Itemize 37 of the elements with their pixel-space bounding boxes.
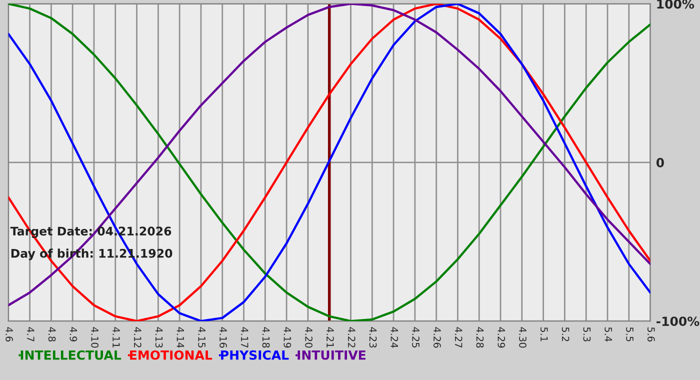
x-tick-label: 5.4	[604, 327, 612, 342]
x-tick-label: 5.5	[626, 327, 634, 342]
x-tick-label: 4.10	[91, 327, 99, 348]
x-tick-label: 5.3	[583, 327, 591, 342]
x-tick-label: 4.7	[27, 327, 34, 342]
x-tick-label: 4.6	[6, 327, 13, 342]
x-tick-label: 4.21	[326, 327, 334, 348]
x-tick-label: 4.30	[519, 327, 526, 348]
x-tick-label: 5.2	[562, 327, 570, 342]
x-tick-label: 4.27	[455, 327, 462, 348]
legend-label: PHYSICAL	[221, 350, 289, 360]
x-tick-label: 4.13	[155, 327, 163, 348]
x-tick-label: 4.29	[498, 327, 506, 348]
x-tick-label: 4.11	[112, 327, 120, 348]
x-tick-label: 4.9	[70, 327, 78, 342]
x-tick-label: 4.18	[262, 327, 270, 348]
x-tick-label: 4.14	[176, 327, 184, 348]
x-tick-label: 5.6	[647, 327, 655, 342]
x-tick-label: 4.15	[198, 327, 206, 348]
x-tick-label: 4.19	[284, 327, 292, 348]
x-tick-label: 4.17	[241, 327, 248, 348]
x-tick-label: 4.28	[476, 327, 484, 348]
x-tick-label: 4.23	[369, 327, 377, 348]
legend-label: INTELLECTUAL	[20, 350, 122, 360]
y-tick-label: 0	[656, 158, 664, 168]
x-tick-label: 4.26	[434, 327, 441, 348]
x-tick-label: 4.24	[390, 327, 398, 348]
x-tick-label: 4.16	[220, 327, 227, 348]
y-tick-label: -100%	[656, 316, 700, 326]
legend-label: EMOTIONAL	[130, 350, 212, 360]
legend-label: INTUITIVE	[298, 350, 366, 360]
x-tick-label: 4.25	[412, 327, 420, 348]
x-tick-label: 4.22	[348, 327, 356, 348]
x-tick-label: 5.1	[540, 327, 548, 342]
x-tick-label: 4.8	[48, 327, 56, 342]
x-tick-label: 4.20	[305, 327, 312, 348]
x-tick-label: 4.12	[134, 327, 142, 348]
